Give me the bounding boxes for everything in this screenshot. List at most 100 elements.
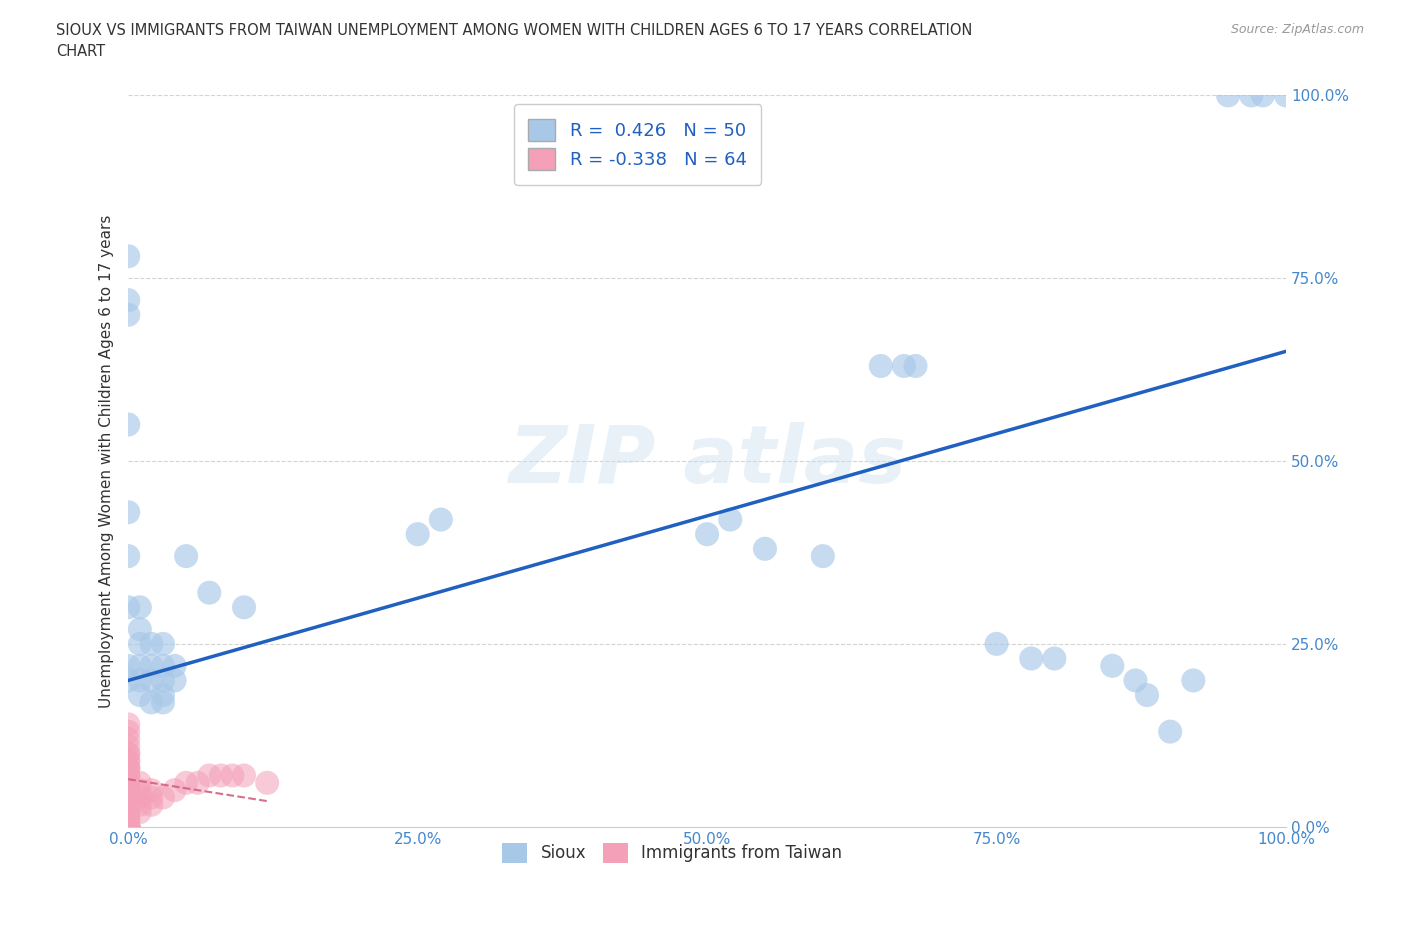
Point	[117, 804, 139, 819]
Point	[117, 819, 139, 834]
Point	[117, 819, 139, 834]
Legend: Sioux, Immigrants from Taiwan: Sioux, Immigrants from Taiwan	[496, 836, 849, 870]
Point	[152, 658, 174, 673]
Point	[117, 819, 139, 834]
Point	[117, 797, 139, 812]
Point	[117, 761, 139, 776]
Point	[117, 819, 139, 834]
Point	[117, 819, 139, 834]
Point	[893, 359, 915, 374]
Point	[117, 819, 139, 834]
Point	[117, 761, 139, 776]
Point	[117, 790, 139, 804]
Point	[1101, 658, 1123, 673]
Point	[1125, 673, 1147, 688]
Point	[117, 293, 139, 308]
Point	[117, 768, 139, 783]
Point	[869, 359, 891, 374]
Point	[233, 600, 256, 615]
Point	[1043, 651, 1066, 666]
Point	[117, 819, 139, 834]
Text: SIOUX VS IMMIGRANTS FROM TAIWAN UNEMPLOYMENT AMONG WOMEN WITH CHILDREN AGES 6 TO: SIOUX VS IMMIGRANTS FROM TAIWAN UNEMPLOY…	[56, 23, 973, 60]
Point	[117, 797, 139, 812]
Point	[117, 746, 139, 761]
Point	[117, 753, 139, 768]
Point	[117, 819, 139, 834]
Point	[128, 687, 150, 702]
Point	[406, 526, 429, 541]
Point	[233, 768, 256, 783]
Point	[117, 776, 139, 790]
Point	[163, 673, 186, 688]
Point	[117, 673, 139, 688]
Point	[128, 636, 150, 651]
Point	[117, 783, 139, 798]
Point	[117, 724, 139, 739]
Point	[128, 797, 150, 812]
Point	[117, 746, 139, 761]
Point	[117, 804, 139, 819]
Point	[1182, 673, 1205, 688]
Point	[117, 819, 139, 834]
Point	[1136, 687, 1159, 702]
Point	[174, 549, 197, 564]
Point	[163, 658, 186, 673]
Point	[117, 549, 139, 564]
Text: Source: ZipAtlas.com: Source: ZipAtlas.com	[1230, 23, 1364, 36]
Point	[141, 673, 163, 688]
Point	[117, 819, 139, 834]
Point	[117, 819, 139, 834]
Point	[117, 738, 139, 753]
Point	[1240, 88, 1263, 103]
Point	[128, 658, 150, 673]
Point	[117, 812, 139, 827]
Point	[1216, 88, 1239, 103]
Point	[718, 512, 741, 527]
Point	[128, 673, 150, 688]
Point	[152, 695, 174, 710]
Point	[141, 797, 163, 812]
Point	[163, 783, 186, 798]
Point	[221, 768, 243, 783]
Point	[117, 812, 139, 827]
Point	[256, 776, 278, 790]
Point	[209, 768, 232, 783]
Point	[141, 695, 163, 710]
Point	[1019, 651, 1042, 666]
Point	[117, 658, 139, 673]
Point	[117, 819, 139, 834]
Point	[986, 636, 1008, 651]
Point	[128, 804, 150, 819]
Point	[152, 790, 174, 804]
Point	[117, 732, 139, 747]
Point	[141, 790, 163, 804]
Point	[117, 417, 139, 432]
Point	[128, 783, 150, 798]
Point	[152, 636, 174, 651]
Point	[117, 249, 139, 264]
Point	[152, 673, 174, 688]
Y-axis label: Unemployment Among Women with Children Ages 6 to 17 years: Unemployment Among Women with Children A…	[100, 215, 114, 708]
Point	[174, 776, 197, 790]
Point	[430, 512, 453, 527]
Point	[1251, 88, 1274, 103]
Point	[141, 658, 163, 673]
Point	[128, 622, 150, 637]
Point	[117, 783, 139, 798]
Point	[904, 359, 927, 374]
Text: ZIP atlas: ZIP atlas	[508, 422, 905, 500]
Point	[128, 776, 150, 790]
Point	[117, 776, 139, 790]
Point	[198, 585, 221, 600]
Point	[187, 776, 209, 790]
Point	[117, 761, 139, 776]
Point	[117, 776, 139, 790]
Point	[152, 687, 174, 702]
Point	[128, 790, 150, 804]
Point	[117, 804, 139, 819]
Point	[811, 549, 834, 564]
Point	[198, 768, 221, 783]
Point	[117, 505, 139, 520]
Point	[117, 819, 139, 834]
Point	[117, 797, 139, 812]
